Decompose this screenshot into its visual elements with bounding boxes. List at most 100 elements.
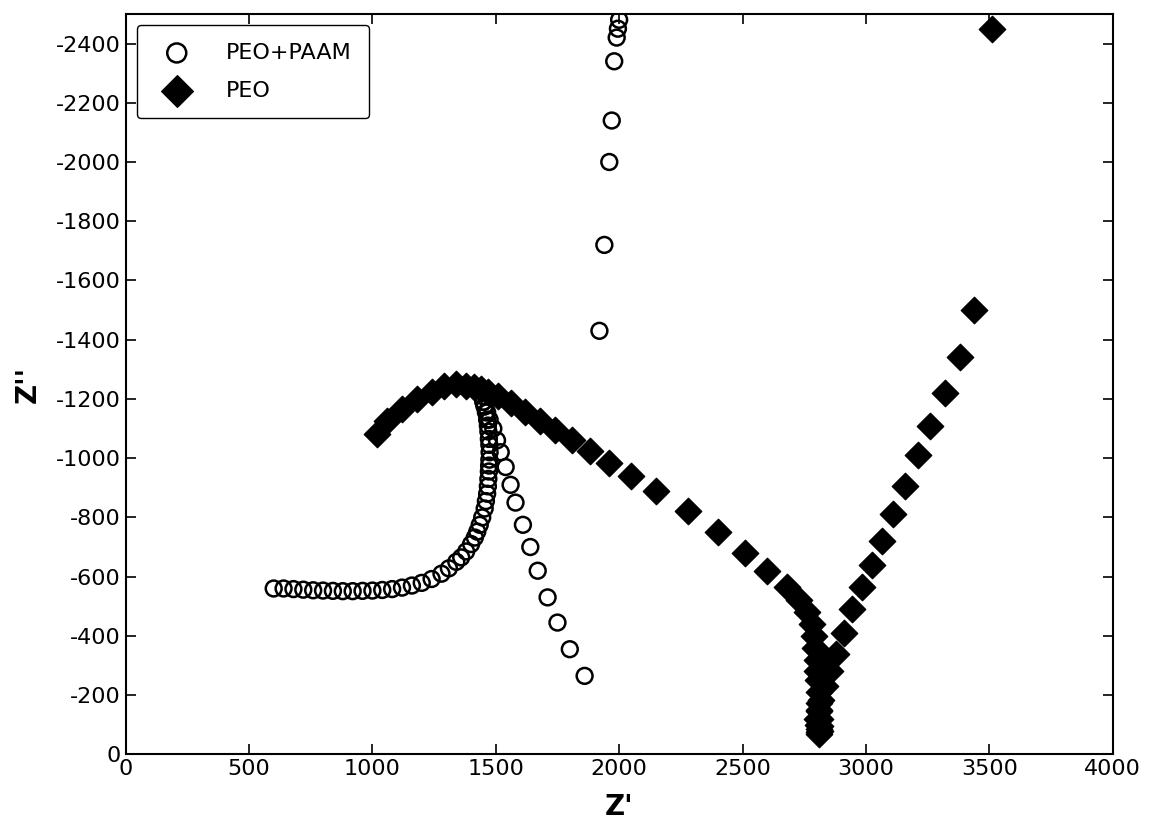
PEO	[921, 419, 939, 433]
PEO+PAAM	[478, 413, 497, 427]
PEO	[806, 641, 825, 655]
PEO	[758, 564, 776, 578]
PEO+PAAM	[323, 584, 342, 598]
PEO+PAAM	[484, 422, 502, 435]
PEO	[777, 580, 796, 594]
PEO+PAAM	[479, 425, 498, 438]
PEO	[479, 385, 498, 398]
PEO+PAAM	[470, 519, 489, 532]
PEO	[803, 617, 821, 630]
PEO	[827, 647, 845, 660]
PEO	[471, 382, 490, 395]
PEO	[896, 479, 915, 493]
PEO+PAAM	[343, 584, 362, 598]
PEO+PAAM	[603, 114, 621, 127]
PEO+PAAM	[468, 525, 486, 539]
PEO	[434, 379, 453, 392]
PEO	[464, 381, 483, 394]
PEO+PAAM	[610, 13, 628, 27]
PEO+PAAM	[472, 511, 491, 524]
PEO+PAAM	[492, 446, 511, 459]
PEO	[811, 724, 829, 737]
PEO	[623, 469, 641, 483]
PEO	[810, 686, 828, 699]
PEO+PAAM	[590, 324, 609, 337]
PEO+PAAM	[479, 473, 498, 486]
PEO+PAAM	[462, 538, 480, 551]
PEO+PAAM	[373, 584, 392, 597]
PEO+PAAM	[487, 433, 506, 447]
PEO	[811, 713, 829, 726]
PEO+PAAM	[506, 496, 524, 509]
X-axis label: Z': Z'	[605, 793, 633, 821]
PEO	[966, 303, 984, 316]
PEO+PAAM	[549, 616, 567, 630]
PEO+PAAM	[440, 562, 459, 575]
PEO	[489, 389, 507, 402]
PEO+PAAM	[478, 406, 497, 419]
PEO+PAAM	[480, 413, 499, 427]
PEO+PAAM	[475, 395, 493, 408]
PEO+PAAM	[363, 584, 381, 597]
PEO	[810, 705, 828, 718]
PEO	[516, 406, 535, 419]
PEO	[812, 693, 830, 706]
PEO+PAAM	[476, 400, 494, 413]
PEO	[378, 414, 396, 428]
PEO	[736, 546, 754, 559]
PEO+PAAM	[475, 395, 493, 408]
PEO+PAAM	[501, 478, 520, 492]
PEO	[983, 22, 1001, 35]
Legend: PEO+PAAM, PEO: PEO+PAAM, PEO	[136, 25, 370, 119]
PEO	[854, 580, 872, 594]
PEO+PAAM	[480, 438, 499, 452]
PEO+PAAM	[295, 583, 313, 596]
PEO	[580, 444, 598, 458]
PEO	[807, 653, 826, 666]
PEO	[546, 423, 565, 437]
PEO+PAAM	[275, 582, 293, 595]
PEO+PAAM	[480, 446, 499, 459]
PEO+PAAM	[477, 494, 495, 508]
PEO	[647, 484, 665, 498]
PEO+PAAM	[595, 238, 613, 251]
PEO	[815, 680, 834, 693]
PEO+PAAM	[472, 389, 491, 402]
PEO	[808, 712, 827, 726]
PEO	[790, 594, 808, 607]
PEO	[810, 722, 828, 736]
PEO+PAAM	[479, 459, 498, 473]
PEO+PAAM	[497, 460, 515, 473]
PEO+PAAM	[465, 531, 484, 544]
PEO	[951, 351, 969, 364]
PEO+PAAM	[393, 581, 411, 595]
PEO+PAAM	[447, 555, 465, 569]
PEO	[805, 630, 824, 643]
PEO+PAAM	[478, 487, 497, 500]
PEO+PAAM	[403, 579, 422, 592]
PEO+PAAM	[479, 465, 498, 478]
PEO	[810, 696, 828, 709]
PEO	[501, 397, 520, 410]
PEO+PAAM	[353, 584, 372, 598]
PEO+PAAM	[480, 453, 499, 466]
PEO	[808, 674, 827, 687]
PEO	[821, 665, 840, 678]
PEO	[909, 448, 927, 462]
PEO	[601, 456, 619, 469]
PEO+PAAM	[264, 582, 283, 595]
PEO+PAAM	[457, 544, 476, 558]
PEO	[834, 626, 852, 640]
PEO	[936, 387, 954, 400]
PEO	[408, 392, 426, 406]
PEO+PAAM	[479, 433, 498, 446]
PEO+PAAM	[609, 22, 627, 35]
PEO+PAAM	[521, 540, 539, 554]
PEO+PAAM	[334, 584, 352, 598]
PEO	[811, 720, 829, 733]
PEO+PAAM	[314, 584, 333, 597]
PEO	[393, 402, 411, 416]
PEO+PAAM	[452, 551, 470, 564]
PEO	[423, 385, 441, 398]
PEO	[863, 558, 881, 571]
